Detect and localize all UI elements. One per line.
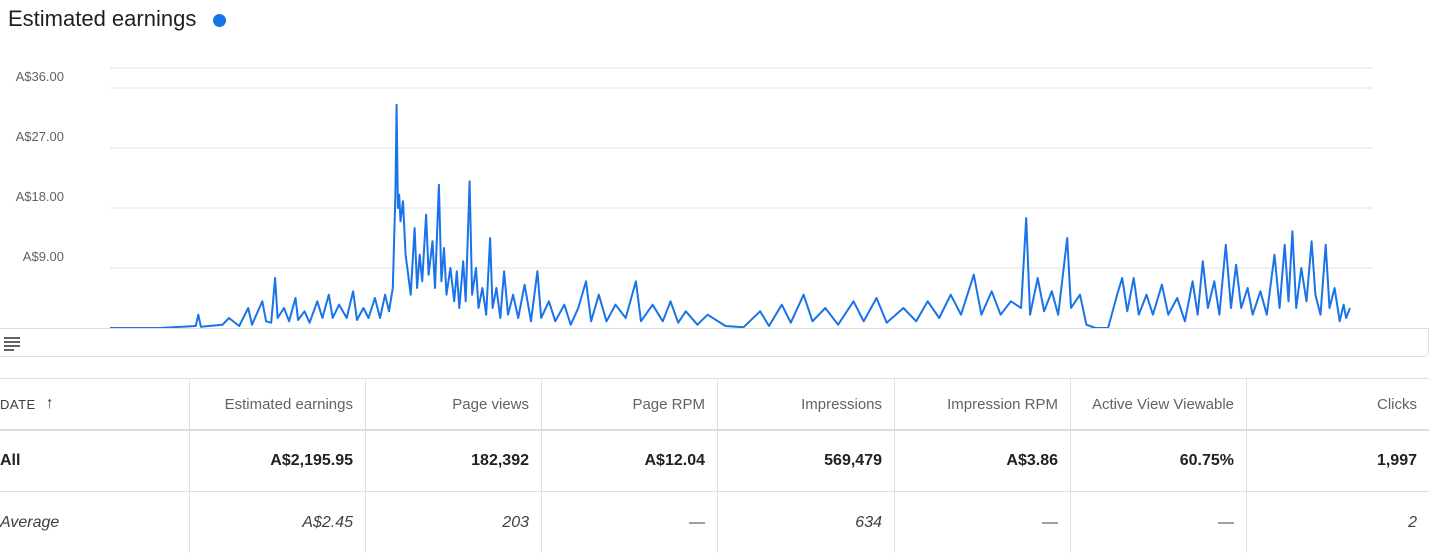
report-table: DATE ↑ Estimated earnings Page views Pag… [0,378,1429,553]
table-cell: All [0,431,190,491]
column-header-active-view-viewable[interactable]: Active View Viewable [1071,379,1247,429]
column-header-label: DATE [0,396,36,412]
table-cell: 203 [366,492,542,553]
column-header-impressions[interactable]: Impressions [718,379,895,429]
column-header-estimated-earnings[interactable]: Estimated earnings [190,379,366,429]
chart-title-text: Estimated earnings [8,6,197,31]
arrow-up-icon[interactable]: ↑ [45,395,55,412]
table-cell: — [1071,492,1247,553]
y-tick-label: A$27.00 [16,129,64,144]
table-cell: A$2.45 [190,492,366,553]
table-cell: — [542,492,718,553]
table-cell: 634 [718,492,895,553]
column-header-impression-rpm[interactable]: Impression RPM [895,379,1071,429]
table-cell: 2 [1408,513,1417,531]
table-cell: A$2,195.95 [190,431,366,491]
table-cell: 60.75% [1071,431,1247,491]
y-tick-label: A$36.00 [16,69,64,84]
earnings-chart-card: A$9.00A$18.00A$27.00A$36.00Mar 2019JunSe… [0,6,1429,357]
earnings-series-line [110,103,1351,329]
series-legend-dot[interactable] [213,13,227,27]
table-cell: A$12.04 [542,431,718,491]
y-tick-label: A$9.00 [23,249,64,264]
table-cell: 569,479 [718,431,895,491]
earnings-line-chart: A$9.00A$18.00A$27.00A$36.00Mar 2019JunSe… [16,67,1373,329]
y-tick-label: A$18.00 [16,189,64,204]
chart-x-axis-bar [0,328,1429,357]
column-header-page-rpm[interactable]: Page RPM [542,379,718,429]
table-cell: Average [0,492,190,553]
column-header-clicks[interactable]: Clicks [1377,395,1417,413]
table-row-total: All A$2,195.95 182,392 A$12.04 569,479 A… [0,431,1429,492]
table-cell: 182,392 [366,431,542,491]
table-cell: — [895,492,1071,553]
column-header-date[interactable]: DATE ↑ [0,379,190,429]
table-row-average: Average A$2.45 203 — 634 — — 2 [0,492,1429,553]
table-header-row: DATE ↑ Estimated earnings Page views Pag… [0,378,1429,431]
table-cell: A$3.86 [895,431,1071,491]
table-cell: 1,997 [1376,452,1417,469]
chart-title: Estimated earnings [8,6,227,32]
column-header-page-views[interactable]: Page views [366,379,542,429]
menu-icon[interactable] [4,337,20,351]
